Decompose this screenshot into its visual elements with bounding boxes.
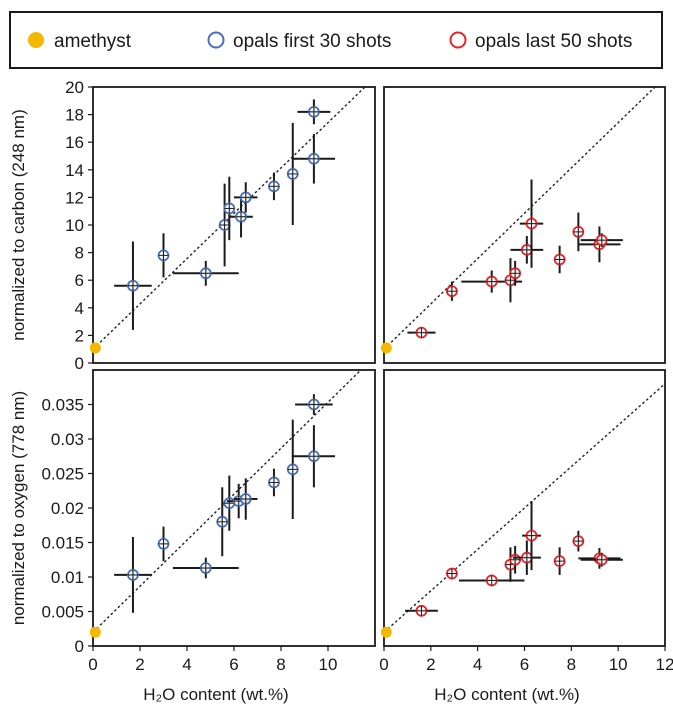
panel-frame-top-right [383,86,666,364]
x-tick-label: 4 [473,655,482,674]
amethyst-point [89,342,101,354]
y-tick-label: 10 [65,216,84,235]
x-tick-label: 10 [319,655,338,674]
y-tick-label: 0.02 [51,499,84,518]
fit-line [384,383,665,633]
legend: amethyst opals first 30 shots opals last… [9,11,663,69]
y-axis-title-bottom: normalized to oxygen (778 nm) [9,391,28,625]
fit-line [384,87,657,350]
legend-marker-opals-last [449,31,467,49]
y-tick-label: 20 [65,78,84,97]
legend-label-opals-first: opals first 30 shots [233,31,391,52]
y-tick-label: 16 [65,133,84,152]
x-tick-label: 4 [182,655,191,674]
y-tick-label: 0.015 [41,534,84,553]
x-tick-label: 6 [520,655,529,674]
y-tick-label: 0 [75,354,84,373]
y-tick-label: 0.03 [51,430,84,449]
amethyst-point [380,342,392,354]
x-tick-label: 0 [379,655,388,674]
y-tick-label: 18 [65,106,84,125]
y-tick-label: 12 [65,188,84,207]
y-tick-label: 0.01 [51,568,84,587]
panel-top-left: 0 2 4 6 8 10 12 14 16 18 20 [65,78,366,373]
x-tick-label: 8 [567,655,576,674]
x-axis-title-right: H₂O content (wt.%) [434,685,579,704]
panel-frame-top-left [92,86,376,364]
panel-top-right [380,87,657,354]
y-tick-label: 6 [75,271,84,290]
y-tick-label: 14 [65,161,84,180]
y-tick-label: 8 [75,244,84,263]
amethyst-point [89,626,101,638]
plot-layer: 0246810121416182000.0050.010.0150.020.02… [41,78,673,674]
y-tick-label: 0.035 [41,396,84,415]
x-tick-label: 2 [426,655,435,674]
legend-marker-opals-first [207,31,225,49]
panel-bottom-left: 0 0.005 0.01 0.015 0.02 0.025 0.03 0.035 0 2 4 6 8 10 [41,370,362,674]
y-tick-label: 0 [75,637,84,656]
legend-label-opals-last: opals last 50 shots [475,31,632,52]
fit-line [93,370,362,633]
panel-frame-bottom-left [92,369,376,647]
legend-marker-amethyst [28,32,44,48]
y-tick-label: 2 [75,326,84,345]
x-tick-label: 6 [229,655,238,674]
panel-bottom-right: 0 2 4 6 8 10 12 [379,383,673,674]
x-tick-label: 12 [656,655,673,674]
x-tick-label: 8 [276,655,285,674]
amethyst-point [380,626,392,638]
y-axis-title-top: normalized to carbon (248 nm) [9,109,28,341]
panel-frame-bottom-right [383,369,666,647]
x-axis-title-left: H₂O content (wt.%) [143,685,288,704]
x-tick-label: 10 [609,655,628,674]
x-tick-label: 0 [88,655,97,674]
x-tick-label: 2 [135,655,144,674]
y-tick-label: 0.025 [41,465,84,484]
legend-label-amethyst: amethyst [54,31,132,52]
y-tick-label: 0.005 [41,603,84,622]
fit-line [93,87,366,350]
y-tick-label: 4 [75,299,84,318]
legend-box [9,11,663,69]
